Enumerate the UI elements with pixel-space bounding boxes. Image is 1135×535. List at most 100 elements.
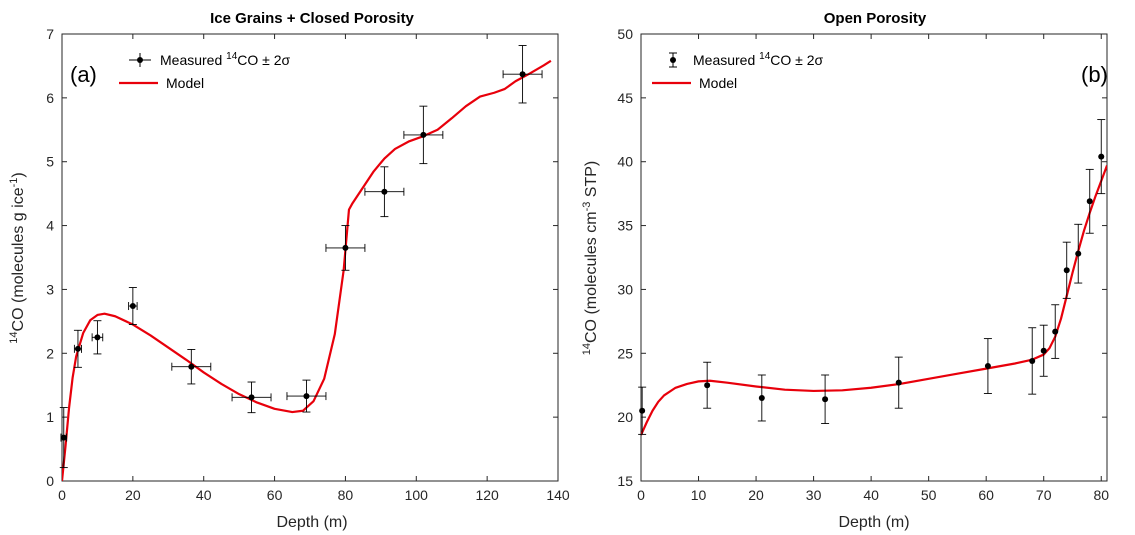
panel-b-legend-measured-prefix: Measured bbox=[693, 52, 759, 68]
panel-b-measured-point-12 bbox=[1097, 119, 1106, 195]
panel-b-ytick-label-6: 45 bbox=[617, 90, 633, 106]
panel-a-ytick-label-3: 3 bbox=[46, 281, 54, 297]
panel-a-ytick-label-7: 7 bbox=[46, 26, 54, 42]
panel-a-marker-7 bbox=[342, 244, 349, 251]
panel-b-ylabel-exp: -3 bbox=[581, 202, 593, 212]
panel-a-marker-0 bbox=[60, 434, 67, 441]
panel-b-ylabel-main: CO (molecules cm bbox=[583, 211, 600, 343]
panel-b-measured-point-11 bbox=[1085, 168, 1094, 234]
panel-a-marker-4 bbox=[188, 363, 195, 370]
panel-a-measured-point-3 bbox=[128, 287, 138, 325]
panel-a-xtick-label-1: 20 bbox=[125, 487, 141, 503]
panel-a-ylabel-sup: 14 bbox=[8, 331, 20, 343]
panel-a-measured-point-7 bbox=[325, 225, 366, 271]
panel-b-xtick-label-8: 80 bbox=[1093, 487, 1109, 503]
panel-b-legend-measured-suffix: CO ± 2σ bbox=[770, 52, 823, 68]
panel-a-ytick-label-5: 5 bbox=[46, 154, 54, 170]
panel-a-measured-point-5 bbox=[231, 381, 272, 414]
panel-b-chart: Open Porosity (b) Depth (m) 14CO (molecu… bbox=[581, 10, 1109, 531]
panel-b-xtick-label-5: 50 bbox=[921, 487, 937, 503]
panel-b-xtick-label-0: 0 bbox=[637, 487, 645, 503]
panel-b-measured-point-3 bbox=[821, 374, 830, 424]
panel-b-xtick-label-1: 10 bbox=[691, 487, 707, 503]
panel-b-xtick-label-6: 60 bbox=[978, 487, 994, 503]
panel-b-ytick-label-5: 40 bbox=[617, 154, 633, 170]
panel-b-marker-4 bbox=[895, 379, 902, 386]
panel-a-label: (a) bbox=[70, 62, 97, 87]
panel-a-legend-measured-suffix: CO ± 2σ bbox=[237, 52, 290, 68]
panel-a-ytick-label-4: 4 bbox=[46, 218, 54, 234]
panel-b-marker-2 bbox=[758, 394, 765, 401]
panel-a-legend-measured: Measured 14CO ± 2σ bbox=[160, 51, 291, 68]
panel-a-xtick-label-5: 100 bbox=[405, 487, 429, 503]
panel-b-ylabel-end: STP) bbox=[583, 161, 600, 202]
panel-a-ylabel-end: ) bbox=[10, 172, 27, 177]
panel-b-title: Open Porosity bbox=[824, 10, 927, 27]
panel-b-measured-point-4 bbox=[894, 356, 903, 409]
panel-a-legend-measured-sup: 14 bbox=[226, 51, 238, 62]
panel-b-ylabel: 14CO (molecules cm-3 STP) bbox=[581, 161, 600, 356]
panel-b-axes-box bbox=[640, 33, 1108, 482]
panel-a-marker-6 bbox=[303, 393, 310, 400]
panel-b-legend-model: Model bbox=[699, 75, 737, 91]
panel-b-xlabel: Depth (m) bbox=[838, 514, 909, 531]
panel-a-xtick-label-4: 80 bbox=[338, 487, 354, 503]
panel-b-xtick-label-2: 20 bbox=[748, 487, 764, 503]
panel-b-xtick-label-7: 70 bbox=[1036, 487, 1052, 503]
panel-b-marker-5 bbox=[984, 363, 991, 370]
panel-a-legend-measured-prefix: Measured bbox=[160, 52, 226, 68]
panel-b-measured-point-5 bbox=[983, 338, 992, 394]
panel-a-ylabel-main: CO (molecules g ice bbox=[10, 187, 27, 331]
panel-b-marker-3 bbox=[822, 396, 829, 403]
panel-a-ytick-label-6: 6 bbox=[46, 90, 54, 106]
panel-b-measured-point-10 bbox=[1074, 223, 1083, 284]
panel-a-marker-5 bbox=[248, 394, 255, 401]
panel-b-model-line bbox=[641, 165, 1107, 436]
panel-b-marker-12 bbox=[1098, 153, 1105, 160]
panel-a-marker-3 bbox=[129, 303, 136, 310]
panel-a-chart: Ice Grains + Closed Porosity (a) Depth (… bbox=[8, 10, 570, 531]
panel-b-label: (b) bbox=[1081, 62, 1108, 87]
panel-a-marker-8 bbox=[381, 188, 388, 195]
panel-b-marker-9 bbox=[1063, 267, 1070, 274]
panel-b-marker-6 bbox=[1029, 357, 1036, 364]
panel-b-legend-measured: Measured 14CO ± 2σ bbox=[693, 51, 824, 68]
panel-b-measured-point-0 bbox=[638, 386, 647, 435]
panel-b-ylabel-sup: 14 bbox=[581, 343, 593, 355]
panel-a-xtick-label-7: 140 bbox=[546, 487, 570, 503]
panel-a-measured-point-9 bbox=[403, 105, 444, 165]
panel-b-measured-point-2 bbox=[757, 374, 766, 422]
panel-a-xtick-label-3: 60 bbox=[267, 487, 283, 503]
panel-a-ylabel: 14CO (molecules g ice-1) bbox=[8, 172, 27, 343]
panel-a-marker-9 bbox=[420, 131, 427, 138]
panel-b-ytick-label-1: 20 bbox=[617, 409, 633, 425]
panel-b-measured-point-6 bbox=[1028, 327, 1037, 395]
panel-a-marker-2 bbox=[94, 334, 101, 341]
panel-a-ytick-label-2: 2 bbox=[46, 345, 54, 361]
panel-b-marker-1 bbox=[704, 382, 711, 389]
panel-b-ytick-label-7: 50 bbox=[617, 26, 633, 42]
panel-a-marker-1 bbox=[74, 345, 81, 352]
panel-b-legend-measured-sup: 14 bbox=[759, 51, 771, 62]
panel-b-xtick-label-4: 40 bbox=[863, 487, 879, 503]
panel-a-ytick-label-0: 0 bbox=[46, 473, 54, 489]
panel-b-measured-point-9 bbox=[1062, 241, 1071, 299]
panel-b-marker-11 bbox=[1086, 198, 1093, 205]
panel-b-legend: Measured 14CO ± 2σ Model bbox=[652, 51, 824, 91]
panel-b-ytick-label-2: 25 bbox=[617, 345, 633, 361]
panel-a-legend-marker bbox=[137, 57, 143, 63]
panel-b-xtick-label-3: 30 bbox=[806, 487, 822, 503]
panel-a-marker-10 bbox=[519, 71, 526, 78]
panel-a-measured-point-6 bbox=[286, 379, 327, 413]
panel-a-legend-model: Model bbox=[166, 75, 204, 91]
panel-a-xtick-label-0: 0 bbox=[58, 487, 66, 503]
panel-a-measured-point-0 bbox=[59, 407, 68, 469]
panel-a-measured-point-2 bbox=[91, 320, 104, 355]
panel-b-measured-point-1 bbox=[703, 361, 712, 409]
panel-a-ylabel-exp: -1 bbox=[8, 178, 20, 188]
panel-b-marker-8 bbox=[1052, 328, 1059, 335]
panel-b-legend-marker bbox=[670, 57, 676, 63]
panel-a-xtick-label-2: 40 bbox=[196, 487, 212, 503]
panel-a-xtick-label-6: 120 bbox=[475, 487, 499, 503]
